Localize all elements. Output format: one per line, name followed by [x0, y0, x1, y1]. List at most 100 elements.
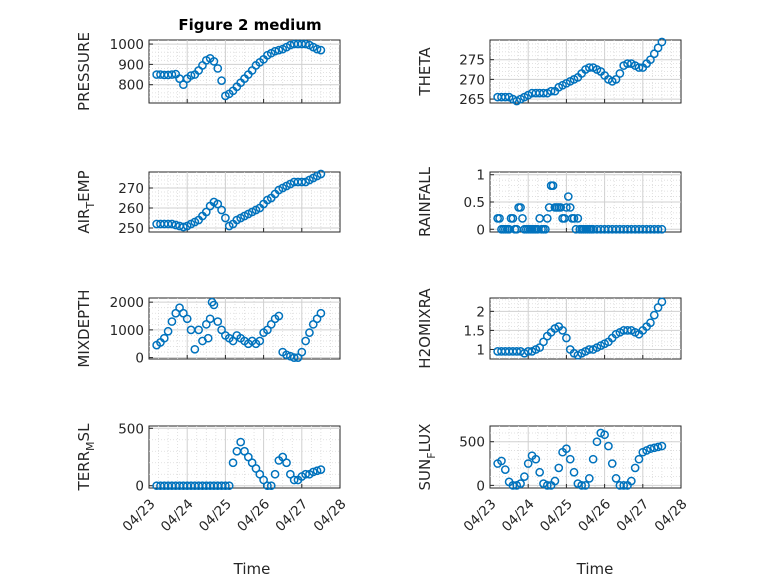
data-point: [255, 469, 265, 479]
y-axis-label: TERRMSL: [75, 423, 97, 492]
data-point: [194, 325, 204, 335]
data-point: [297, 347, 307, 357]
data-point: [201, 207, 211, 217]
data-point: [209, 56, 219, 66]
data-point: [581, 481, 590, 490]
data-point: [285, 469, 295, 479]
data-point: [274, 45, 284, 55]
data-point: [259, 475, 268, 485]
y-axis-label-main: AIR: [75, 209, 93, 234]
subplot-sun_flux: 0 500 04/23 04/24 04/25 04/26 04/27 04/28 SUNFLU…: [416, 424, 691, 535]
y-axis-label: RAINFALL: [416, 166, 434, 237]
data-point: [535, 467, 545, 477]
data-point: [518, 214, 527, 223]
data-point: [569, 467, 579, 477]
data-point: [282, 458, 291, 468]
data-point: [167, 70, 177, 79]
data-point: [301, 469, 310, 479]
data-point: [573, 214, 583, 223]
data-point: [203, 333, 213, 343]
data-point: [167, 219, 177, 229]
data-point: [548, 181, 558, 190]
data-point: [179, 80, 188, 90]
x-tick-label: 04/28: [652, 496, 691, 535]
data-point: [255, 336, 265, 346]
data-point: [554, 463, 564, 473]
x-tick-label: 04/27: [613, 496, 652, 535]
y-tick-label: 265: [459, 92, 485, 108]
y-tick-label: 1000: [110, 37, 144, 53]
data-point: [531, 454, 541, 464]
subplot-rainfall: 0 0.5 1 RAINFALL: [416, 166, 682, 238]
data-point: [297, 177, 307, 187]
x-tick-label: 04/28: [311, 496, 350, 535]
data-point: [615, 69, 625, 78]
data-point: [588, 454, 598, 464]
data-point: [301, 39, 310, 49]
y-tick-label: 250: [118, 221, 144, 237]
data-point: [274, 311, 284, 321]
data-point: [649, 310, 659, 320]
data-point: [550, 476, 560, 486]
data-point: [653, 303, 663, 312]
data-point: [205, 314, 215, 324]
data-point: [217, 76, 226, 85]
y-tick-label: 2000: [110, 295, 144, 311]
data-point: [236, 437, 246, 447]
x-tick-label: 04/23: [461, 496, 500, 535]
x-tick-label: 04/26: [234, 496, 273, 535]
data-point: [562, 444, 571, 454]
data-point: [542, 214, 552, 223]
y-tick-label: 260: [118, 201, 144, 217]
data-point: [646, 318, 655, 328]
y-tick-label: 1: [476, 168, 485, 184]
data-point: [512, 347, 522, 356]
x-tick-label: 04/27: [272, 496, 311, 535]
data-point: [653, 224, 663, 234]
data-point: [305, 328, 314, 338]
data-point: [308, 467, 318, 477]
data-point: [653, 43, 663, 53]
y-tick-label: 2: [476, 304, 485, 320]
data-point: [312, 466, 322, 476]
data-point: [657, 37, 667, 47]
data-point: [584, 345, 594, 354]
y-tick-label: 270: [459, 72, 485, 88]
data-point: [630, 463, 640, 473]
y-tick-label: 270: [118, 181, 144, 197]
data-point: [541, 224, 550, 234]
y-axis-label: MIXDEPTH: [75, 289, 93, 367]
data-point: [266, 481, 276, 491]
data-point: [542, 481, 552, 490]
data-point: [213, 64, 223, 73]
data-point: [251, 464, 261, 473]
y-axis-label: SUNFLUX: [416, 424, 438, 491]
data-point: [611, 474, 621, 483]
x-axis-label-right: Time: [576, 560, 614, 578]
data-point: [316, 465, 326, 474]
subplot-mixdepth: 0 1000 2000 MIXDEPTH: [75, 289, 341, 368]
data-point: [657, 297, 667, 307]
y-axis-label: AIRTEMP: [75, 170, 97, 233]
y-tick-label: 1: [476, 342, 485, 358]
data-point: [523, 347, 533, 356]
y-axis-label-main: SUN: [416, 459, 434, 491]
data-point: [556, 203, 566, 212]
data-point: [626, 476, 636, 486]
data-point: [190, 344, 200, 354]
y-tick-label: 800: [118, 78, 144, 94]
data-point: [516, 203, 525, 212]
y-axis-label-rest: EMP: [75, 170, 93, 201]
data-point: [600, 430, 609, 440]
data-point: [289, 475, 299, 485]
data-point: [316, 308, 326, 318]
y-axis-label-main: TERR: [75, 451, 93, 492]
y-axis-label-subscript: T: [84, 202, 97, 210]
data-point: [546, 86, 556, 96]
data-point: [263, 481, 272, 491]
data-point: [563, 192, 573, 201]
data-point: [565, 454, 575, 464]
data-point: [316, 169, 326, 179]
data-point: [646, 444, 655, 454]
